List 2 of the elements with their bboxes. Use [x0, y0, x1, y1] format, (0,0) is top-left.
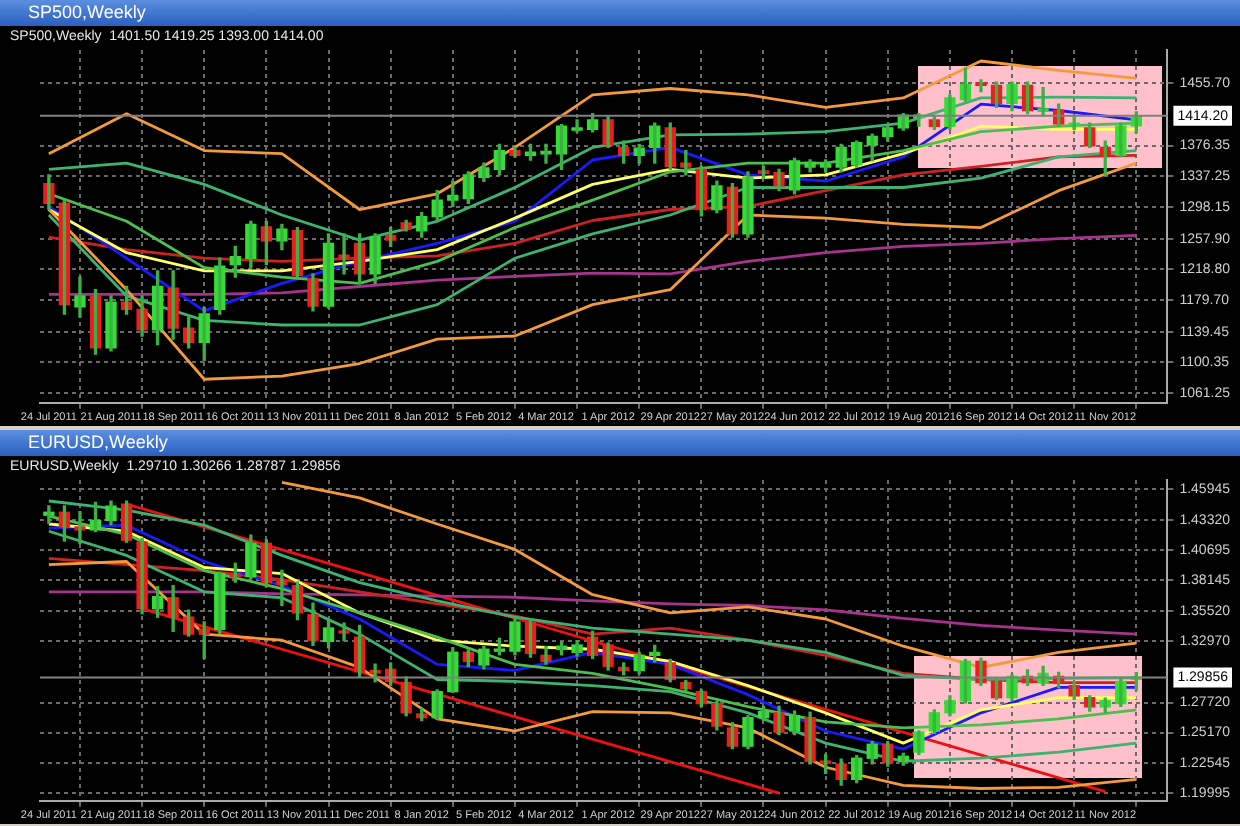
- chart-title: SP500,Weekly: [0, 0, 1240, 26]
- chart-title: EURUSD,Weekly: [0, 430, 1240, 456]
